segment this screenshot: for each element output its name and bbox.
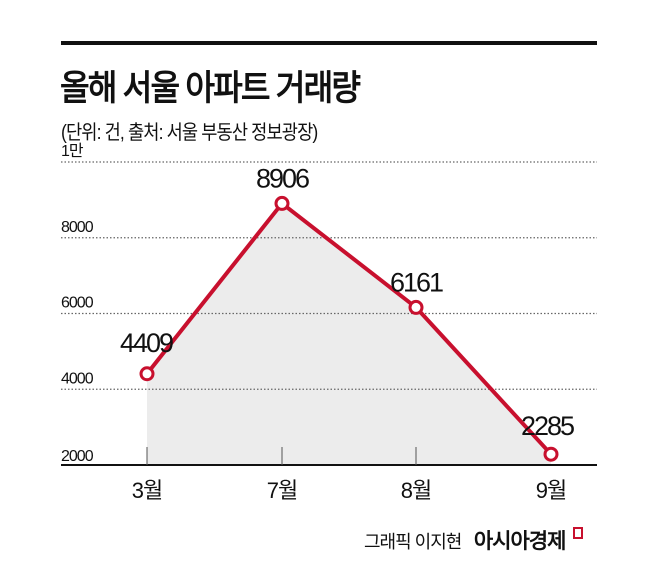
data-label: 2285: [521, 411, 574, 441]
y-tick-label: 6000: [61, 295, 94, 312]
brand-mark-icon: [572, 527, 583, 539]
y-tick-label: 2000: [61, 448, 94, 465]
x-tick-label: 9월: [536, 478, 566, 503]
y-tick-label: 8000: [61, 219, 94, 236]
data-point-marker: [274, 195, 290, 211]
y-tick-label: 4000: [61, 370, 94, 387]
footer: 그래픽 이지현 아시아경제: [364, 525, 583, 555]
data-point-marker: [408, 299, 424, 315]
y-tick-label: 1만: [61, 142, 84, 160]
chart-subtitle: (단위: 건, 출처: 서울 부동산 정보광장): [61, 122, 318, 144]
data-label: 4409: [120, 328, 173, 358]
x-tick-label: 7월: [267, 478, 297, 503]
data-label: 8906: [256, 163, 309, 193]
area-fill: [147, 203, 551, 466]
chart-title: 올해 서울 아파트 거래량: [60, 69, 361, 108]
series-line: [145, 201, 553, 456]
data-point-marker: [543, 446, 559, 462]
x-tick-label: 3월: [132, 478, 162, 503]
data-point-marker: [139, 366, 155, 382]
graphic-credit: 그래픽 이지현: [364, 532, 462, 552]
data-label: 6161: [390, 267, 443, 297]
brand-logo: 아시아경제: [473, 530, 567, 553]
x-tick-label: 8월: [401, 478, 431, 503]
top-rule: [61, 41, 597, 45]
